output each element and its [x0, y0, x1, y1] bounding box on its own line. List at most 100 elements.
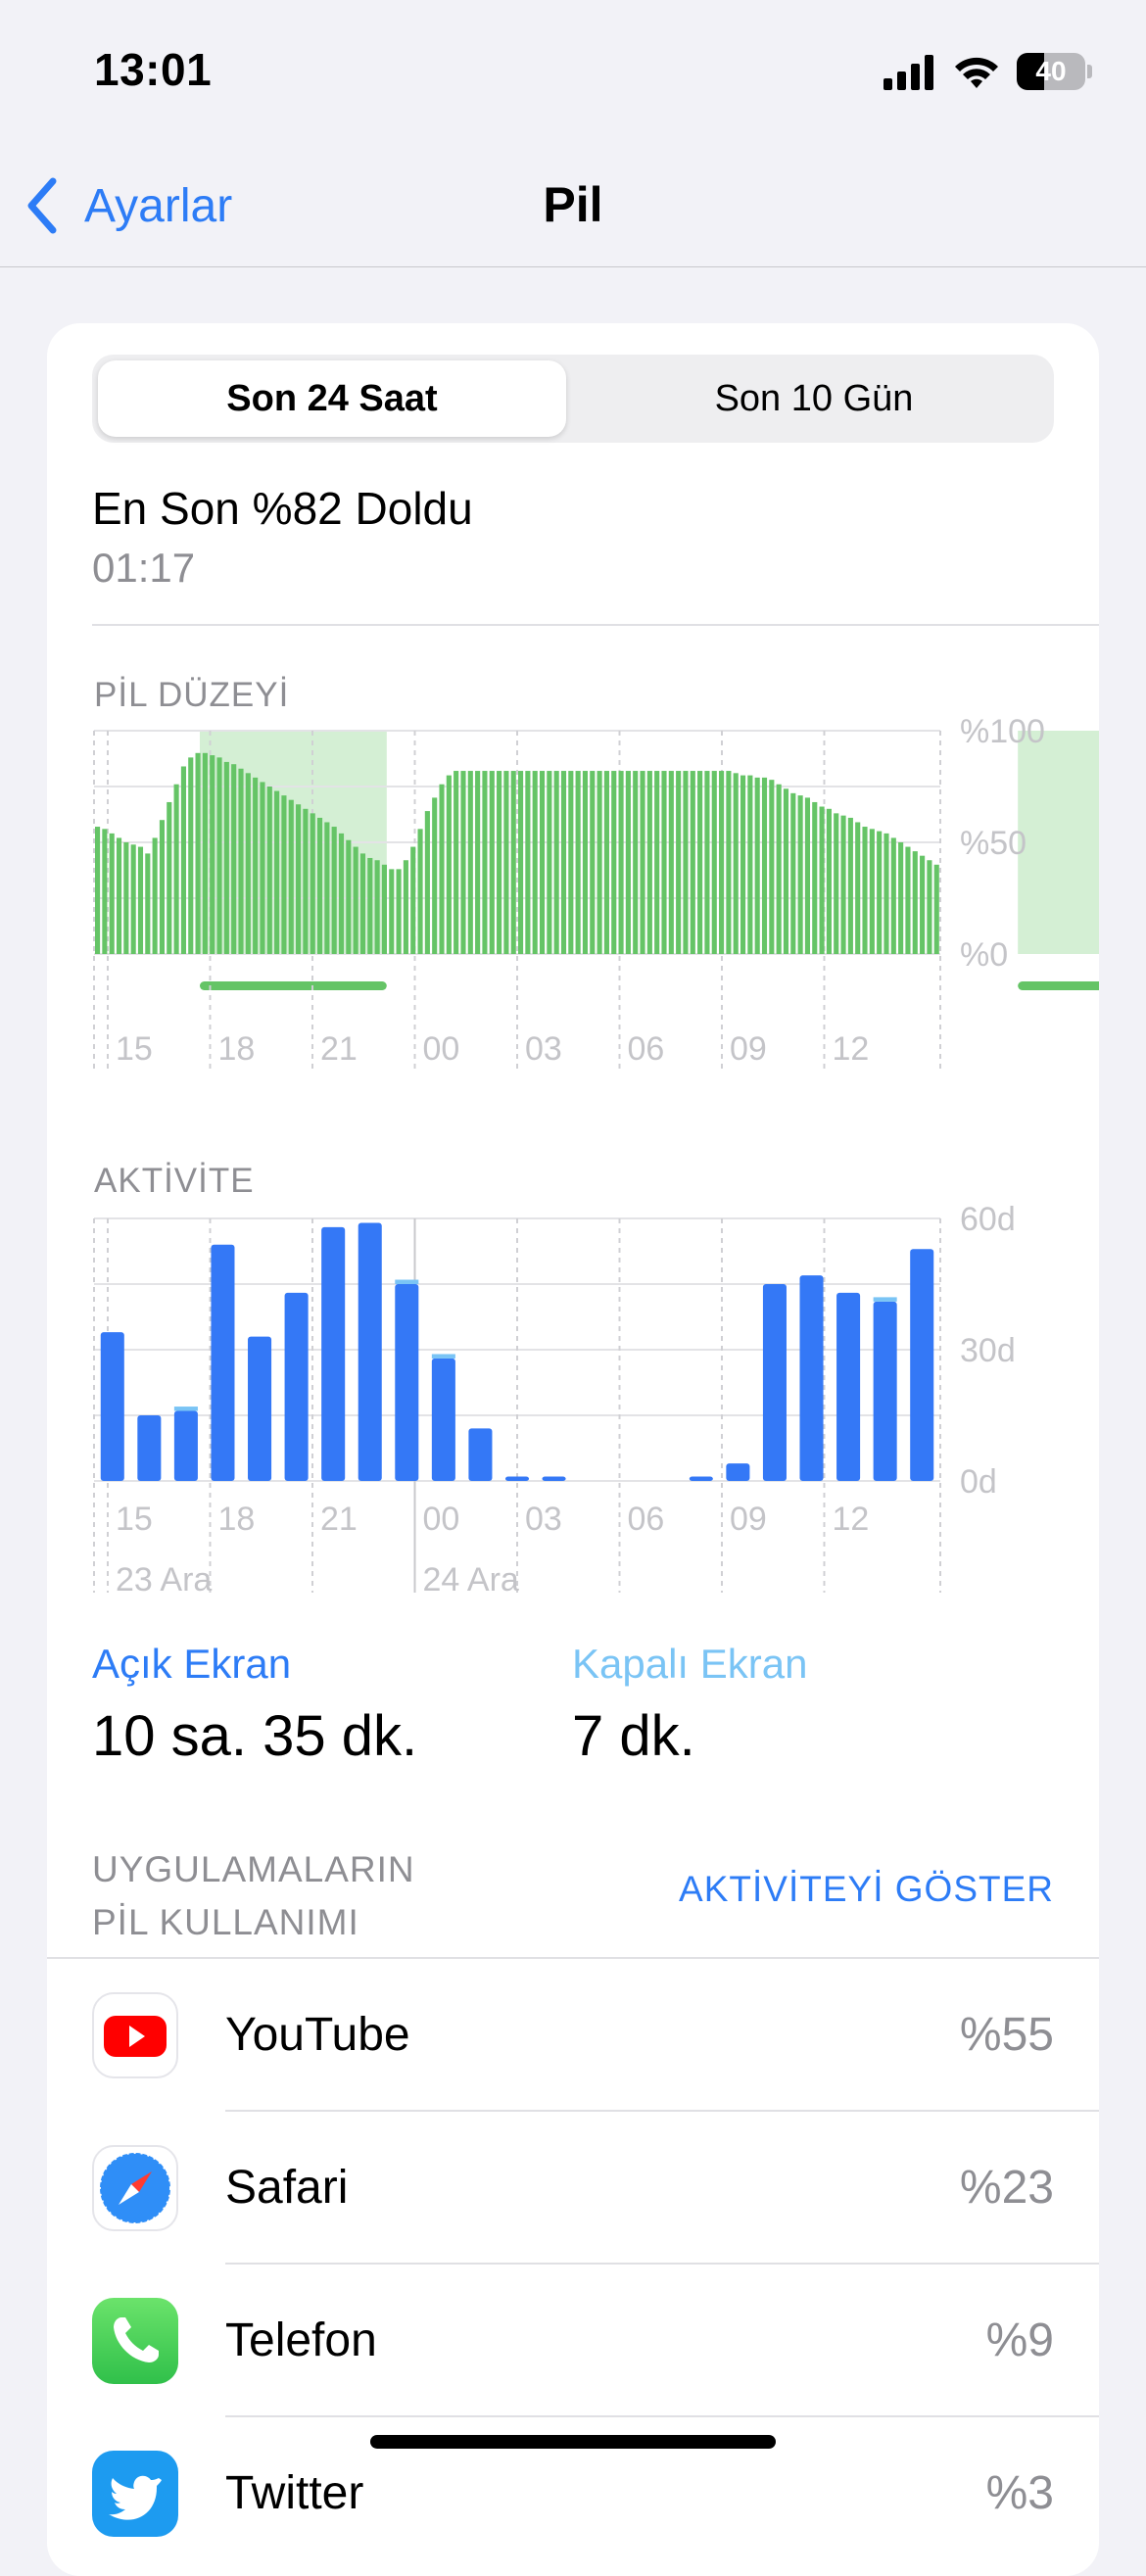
screen-on-value: 10 sa. 35 dk.	[92, 1704, 418, 1768]
app-row-phone[interactable]: Telefon %9	[47, 2265, 1099, 2417]
y-axis-label: %100	[960, 715, 1045, 750]
charging-indicator	[200, 981, 387, 990]
battery-bar	[489, 771, 495, 954]
battery-bar	[676, 771, 682, 954]
battery-bar	[374, 860, 380, 954]
battery-bar	[719, 771, 725, 954]
activity-bar-screen-on	[910, 1249, 934, 1481]
battery-bar	[460, 771, 466, 954]
battery-bar	[152, 837, 158, 954]
status-time: 13:01	[94, 44, 213, 95]
battery-bar	[446, 775, 452, 954]
x-axis-label: 09	[730, 1030, 767, 1068]
battery-bar	[826, 808, 832, 954]
screen-on-label: Açık Ekran	[92, 1641, 292, 1687]
battery-bar	[804, 797, 811, 954]
battery-bar	[116, 837, 122, 954]
battery-bar	[575, 771, 581, 954]
battery-bar	[560, 771, 567, 954]
x-axis-label: 12	[833, 1030, 870, 1068]
battery-bar	[324, 822, 330, 954]
battery-bar	[568, 771, 574, 954]
battery-bar	[890, 837, 896, 954]
battery-bar	[274, 790, 280, 954]
battery-bar	[482, 771, 488, 954]
battery-bar	[316, 817, 323, 954]
activity-bar-screen-on	[504, 1476, 530, 1481]
battery-bar	[159, 820, 166, 954]
app-percent: %23	[959, 2162, 1054, 2214]
screen-off-summary: Kapalı Ekran 7 dk.	[572, 1641, 807, 1769]
row-separator	[225, 2263, 1099, 2265]
battery-bar	[95, 827, 101, 954]
show-activity-button[interactable]: AKTİVİTEYİ GÖSTER	[679, 1869, 1054, 1909]
battery-bar	[432, 797, 438, 954]
battery-bar	[640, 771, 645, 954]
activity-bar-screen-on	[358, 1222, 382, 1481]
battery-level: 40	[1035, 56, 1067, 86]
last-charge-label: En Son %82 Doldu	[92, 483, 473, 534]
y-axis-label: 0d	[960, 1463, 997, 1501]
battery-bar	[668, 771, 674, 954]
battery-bar	[260, 782, 265, 954]
battery-bar	[683, 771, 689, 954]
activity-bar-screen-off	[431, 1354, 455, 1359]
app-name: Twitter	[225, 2467, 364, 2519]
battery-bar	[216, 757, 222, 954]
battery-bar	[797, 795, 803, 954]
segment-last-10-days[interactable]: Son 10 Gün	[714, 377, 914, 419]
screen-on-summary: Açık Ekran 10 sa. 35 dk.	[92, 1641, 417, 1769]
row-separator	[225, 2110, 1099, 2112]
battery-bar	[467, 771, 473, 954]
back-button[interactable]: Ayarlar	[22, 170, 232, 241]
battery-bar	[633, 771, 639, 954]
x-axis-label: 00	[423, 1030, 460, 1068]
battery-bar	[553, 771, 559, 954]
battery-bar	[210, 755, 215, 954]
screen-off-value: 7 dk.	[572, 1704, 695, 1768]
activity-bar-screen-on	[173, 1410, 198, 1481]
battery-level-chart: %100 %50 %0 15 18 21 00 03 06 09 12	[93, 715, 1099, 1072]
battery-bar	[417, 829, 423, 954]
navigation-bar: Ayarlar Pil	[0, 147, 1146, 267]
battery-bar	[303, 808, 309, 954]
divider	[92, 624, 1099, 626]
y-axis-label: %50	[960, 825, 1027, 862]
battery-bar	[855, 822, 861, 954]
battery-bar	[359, 853, 366, 954]
y-axis-label: 30d	[960, 1332, 1016, 1369]
twitter-icon	[92, 2451, 178, 2537]
battery-bar	[180, 766, 186, 954]
activity-bar-screen-on	[284, 1292, 309, 1481]
app-row-safari[interactable]: Safari %23	[47, 2112, 1099, 2265]
battery-bar	[510, 771, 516, 954]
activity-bar-screen-on	[836, 1292, 861, 1481]
battery-bar	[503, 771, 509, 954]
activity-bar-screen-on	[762, 1284, 787, 1481]
battery-bar	[403, 860, 408, 954]
battery-bar	[288, 799, 294, 954]
battery-bar	[711, 771, 717, 954]
battery-bar	[611, 771, 617, 954]
battery-bar	[840, 815, 846, 954]
home-indicator[interactable]	[370, 2435, 776, 2449]
battery-bar	[754, 777, 760, 954]
apps-header-line1: UYGULAMALARIN	[92, 1849, 415, 1889]
app-row-youtube[interactable]: YouTube %55	[47, 1959, 1099, 2112]
battery-bar	[883, 833, 889, 954]
battery-bar	[862, 827, 868, 954]
battery-bar	[454, 771, 459, 954]
back-label: Ayarlar	[84, 179, 233, 232]
activity-bar-screen-on	[873, 1301, 897, 1481]
battery-bar	[231, 764, 237, 954]
battery-bar	[912, 851, 918, 954]
battery-bar	[547, 771, 552, 954]
battery-bar	[582, 771, 589, 954]
x-axis-label: 03	[525, 1501, 562, 1538]
battery-bar	[109, 833, 115, 954]
battery-bar	[704, 771, 710, 954]
segment-last-24-hours[interactable]: Son 24 Saat	[98, 360, 566, 437]
page-title: Pil	[543, 177, 603, 232]
divider	[47, 1957, 1099, 1959]
battery-bar	[933, 864, 939, 954]
